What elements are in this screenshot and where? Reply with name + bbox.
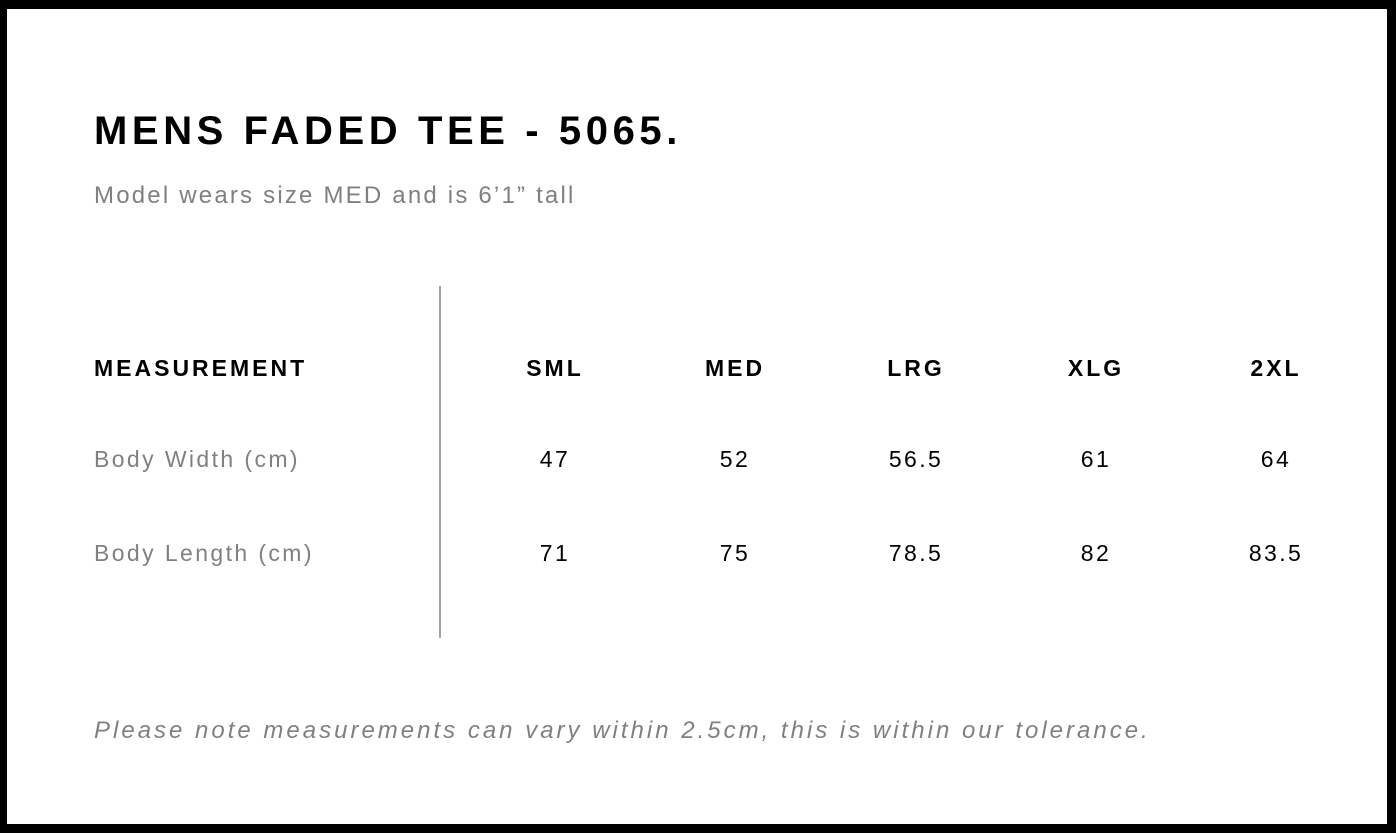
table-cell: 82: [1080, 540, 1112, 566]
row-label-body-width: Body Width (cm): [94, 446, 300, 472]
tolerance-note: Please note measurements can vary within…: [94, 717, 1151, 744]
row-label-body-length: Body Length (cm): [94, 540, 314, 566]
column-divider: [439, 286, 441, 638]
size-chart-card: MENS FADED TEE - 5065. Model wears size …: [7, 9, 1387, 824]
table-cell: 61: [1080, 446, 1112, 472]
size-header-xlg: XLG: [1067, 355, 1125, 381]
table-cell: 64: [1260, 446, 1292, 472]
measurement-header: MEASUREMENT: [94, 355, 308, 381]
table-cell: 52: [719, 446, 751, 472]
table-cell: 56.5: [888, 446, 944, 472]
table-cell: 71: [539, 540, 571, 566]
size-header-sml: SML: [526, 355, 584, 381]
size-header-med: MED: [704, 355, 766, 381]
table-cell: 47: [539, 446, 571, 472]
page-title: MENS FADED TEE - 5065.: [94, 109, 682, 153]
size-header-lrg: LRG: [887, 355, 945, 381]
table-cell: 75: [719, 540, 751, 566]
model-info: Model wears size MED and is 6’1” tall: [94, 182, 576, 209]
table-cell: 83.5: [1248, 540, 1304, 566]
size-header-2xl: 2XL: [1250, 355, 1302, 381]
table-cell: 78.5: [888, 540, 944, 566]
